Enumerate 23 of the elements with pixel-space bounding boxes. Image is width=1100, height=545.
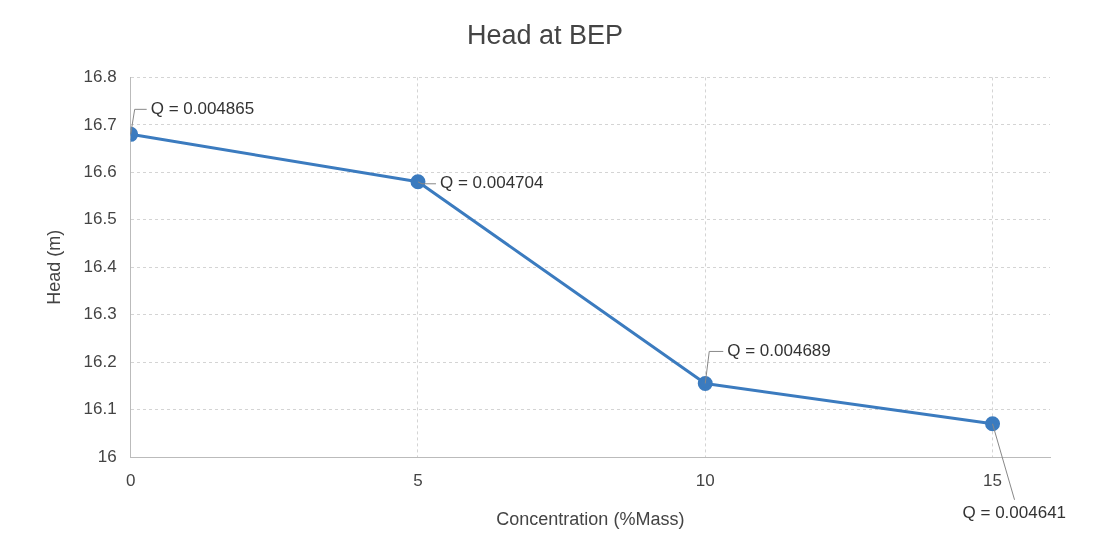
annotation: Q = 0.004704 (439, 173, 544, 193)
point (410, 174, 426, 190)
x-tick-label: 15 (983, 470, 1002, 490)
point (985, 416, 1001, 432)
x-tick-label: 0 (125, 470, 136, 490)
annotation: Q = 0.004641 (962, 503, 1067, 523)
y-tick-label: 16.7 (83, 114, 117, 134)
y-tick-label: 16.6 (83, 161, 117, 181)
y-axis-title: Head (m) (43, 229, 64, 305)
x-tick-label: 10 (695, 470, 715, 490)
annotation: Q = 0.004865 (150, 99, 255, 119)
y-tick-label: 16 (97, 446, 117, 466)
point (697, 375, 713, 391)
y-tick-label: 16.8 (83, 67, 117, 87)
y-tick-label: 16.3 (83, 304, 117, 324)
chart-title: Head at BEP (466, 19, 624, 50)
annotation: Q = 0.004689 (727, 341, 831, 361)
y-tick-label: 16.2 (83, 351, 117, 371)
y-tick-label: 16.1 (83, 399, 117, 419)
y-tick-label: 16.5 (83, 209, 117, 229)
x-tick-label: 5 (413, 470, 423, 490)
y-tick-label: 16.4 (83, 256, 117, 276)
x-axis-title: Concentration (%Mass) (496, 509, 685, 530)
